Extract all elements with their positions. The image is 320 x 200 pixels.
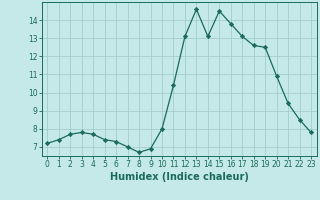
X-axis label: Humidex (Indice chaleur): Humidex (Indice chaleur) [110, 172, 249, 182]
